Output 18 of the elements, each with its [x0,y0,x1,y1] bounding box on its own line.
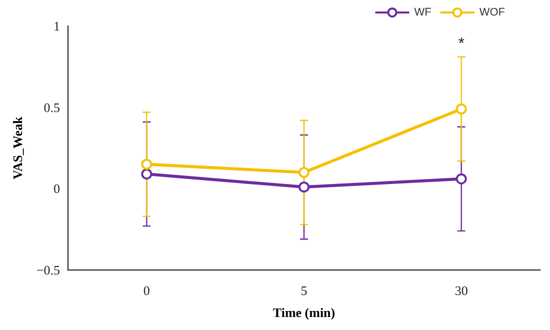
point [298,166,310,178]
annotation: * [458,36,464,52]
x-tick-label: 0 [143,283,150,298]
legend-label: WOF [479,6,506,18]
y-tick-label: 1 [54,18,60,34]
x-tick-label: 5 [300,283,308,298]
y-axis-title: VAS_Weak [10,116,25,180]
y-tick-label: −0.5 [36,262,60,278]
y-tick-label: 0.5 [44,100,60,115]
point [298,182,310,193]
point [141,158,152,170]
point [141,168,152,180]
point [456,103,467,114]
x-tick-label: 30 [454,283,468,298]
x-axis-title: Time (min) [272,305,336,320]
y-tick-label: 0 [54,181,60,196]
legend-label: WF [414,6,432,18]
point [456,173,467,184]
